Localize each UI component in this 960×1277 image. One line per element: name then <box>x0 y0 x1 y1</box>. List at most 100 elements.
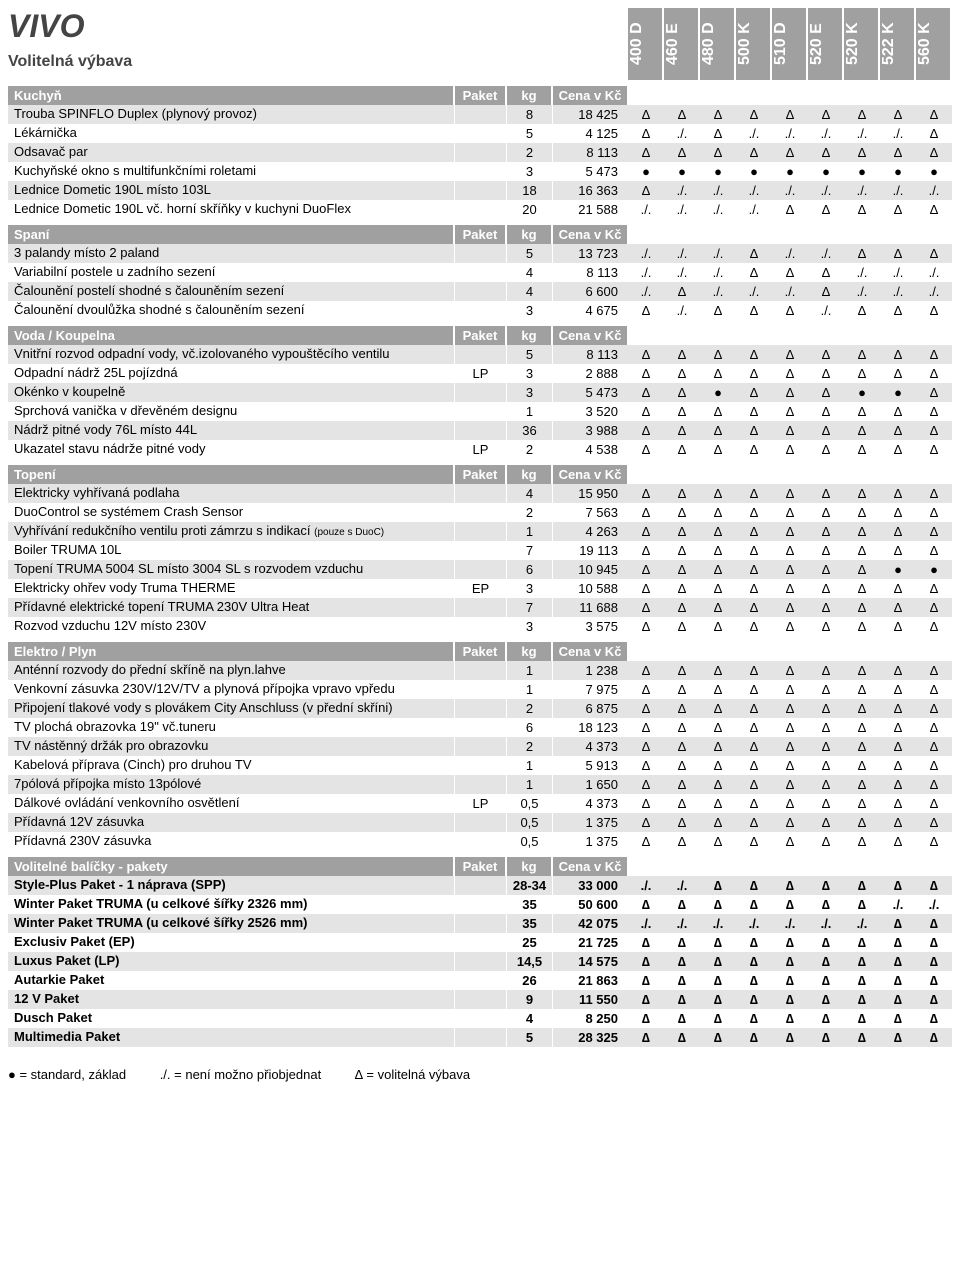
row-mark: ./. <box>844 263 880 282</box>
row-mark: ∆ <box>628 895 664 914</box>
row-mark: ● <box>880 162 916 181</box>
row-mark: ∆ <box>808 775 844 794</box>
col-m-head <box>736 326 772 345</box>
row-mark: ∆ <box>736 832 772 851</box>
table-row: Odpadní nádrž 25L pojízdná LP 3 2 888∆∆∆… <box>8 364 952 383</box>
row-kg: 7 <box>506 541 552 560</box>
row-mark: ∆ <box>772 661 808 680</box>
row-mark: ∆ <box>664 775 700 794</box>
row-paket <box>454 680 506 699</box>
row-mark: ∆ <box>808 617 844 636</box>
row-paket <box>454 301 506 320</box>
row-mark: ∆ <box>880 933 916 952</box>
table-row: DuoControl se systémem Crash Sensor 2 7 … <box>8 503 952 522</box>
row-mark: ∆ <box>628 952 664 971</box>
row-mark: ∆ <box>880 914 916 933</box>
row-mark: ∆ <box>700 699 736 718</box>
row-mark: ∆ <box>916 933 952 952</box>
row-mark: ∆ <box>808 680 844 699</box>
row-name: Dálkové ovládání venkovního osvětlení <box>8 794 454 813</box>
row-paket <box>454 990 506 1009</box>
model-col: 520 E <box>808 8 844 80</box>
row-mark: ∆ <box>844 301 880 320</box>
row-price: 4 675 <box>552 301 628 320</box>
col-m-head <box>700 225 736 244</box>
row-kg: 36 <box>506 421 552 440</box>
table-row: Dálkové ovládání venkovního osvětlení LP… <box>8 794 952 813</box>
table-row: Vnitřní rozvod odpadní vody, vč.izolovan… <box>8 345 952 364</box>
row-price: 4 263 <box>552 522 628 541</box>
col-m-head <box>916 326 952 345</box>
row-mark: ./. <box>736 282 772 301</box>
section-head: Topení Paket kg Cena v Kč <box>8 465 952 484</box>
col-paket-head: Paket <box>454 326 506 345</box>
row-paket <box>454 143 506 162</box>
page-title: VIVO <box>8 8 628 45</box>
row-mark: ∆ <box>700 484 736 503</box>
row-mark: ∆ <box>880 244 916 263</box>
row-mark: ∆ <box>700 440 736 459</box>
row-paket <box>454 345 506 364</box>
row-mark: ∆ <box>844 699 880 718</box>
row-mark: ∆ <box>844 364 880 383</box>
row-price: 5 913 <box>552 756 628 775</box>
section-head: Volitelné balíčky - pakety Paket kg Cena… <box>8 857 952 876</box>
row-mark: ∆ <box>808 737 844 756</box>
row-mark: ∆ <box>736 560 772 579</box>
row-mark: ∆ <box>736 522 772 541</box>
row-name: Boiler TRUMA 10L <box>8 541 454 560</box>
row-mark: ∆ <box>664 402 700 421</box>
row-name: Odsavač par <box>8 143 454 162</box>
row-name: Čalounění dvoulůžka shodné s čalouněním … <box>8 301 454 320</box>
table-row: Připojení tlakové vody s plovákem City A… <box>8 699 952 718</box>
row-mark: ∆ <box>880 421 916 440</box>
table-row: Trouba SPINFLO Duplex (plynový provoz) 8… <box>8 105 952 124</box>
section-head: Kuchyň Paket kg Cena v Kč <box>8 86 952 105</box>
row-paket <box>454 598 506 617</box>
row-mark: ∆ <box>628 661 664 680</box>
row-mark: ∆ <box>808 364 844 383</box>
row-mark: ./. <box>844 914 880 933</box>
row-mark: ∆ <box>736 971 772 990</box>
row-mark: ∆ <box>772 737 808 756</box>
row-mark: ∆ <box>628 402 664 421</box>
row-mark: ∆ <box>700 345 736 364</box>
row-mark: ● <box>700 383 736 402</box>
section: Kuchyň Paket kg Cena v KčTrouba SPINFLO … <box>8 86 952 219</box>
row-mark: ∆ <box>700 737 736 756</box>
row-mark: ∆ <box>880 1028 916 1047</box>
section-name: Kuchyň <box>8 86 454 105</box>
row-mark: ∆ <box>628 301 664 320</box>
sections-container: Kuchyň Paket kg Cena v KčTrouba SPINFLO … <box>8 86 952 1047</box>
row-mark: ∆ <box>916 756 952 775</box>
row-paket <box>454 383 506 402</box>
row-mark: ∆ <box>700 952 736 971</box>
row-mark: ∆ <box>700 503 736 522</box>
col-price-head: Cena v Kč <box>552 857 628 876</box>
row-mark: ∆ <box>916 143 952 162</box>
row-mark: ./. <box>628 200 664 219</box>
row-kg: 6 <box>506 718 552 737</box>
row-mark: ∆ <box>700 1028 736 1047</box>
row-mark: ∆ <box>880 876 916 895</box>
row-price: 1 375 <box>552 813 628 832</box>
row-mark: ∆ <box>808 971 844 990</box>
row-mark: ∆ <box>772 440 808 459</box>
row-mark: ./. <box>700 282 736 301</box>
row-kg: 8 <box>506 105 552 124</box>
row-mark: ∆ <box>808 933 844 952</box>
row-mark: ∆ <box>772 301 808 320</box>
row-mark: ∆ <box>628 383 664 402</box>
col-m-head <box>772 642 808 661</box>
row-paket <box>454 756 506 775</box>
row-mark: ∆ <box>628 794 664 813</box>
row-mark: ∆ <box>700 617 736 636</box>
row-mark: ∆ <box>664 579 700 598</box>
row-mark: ∆ <box>628 579 664 598</box>
row-mark: ∆ <box>664 364 700 383</box>
row-mark: ∆ <box>844 200 880 219</box>
col-m-head <box>700 86 736 105</box>
model-col: 480 D <box>700 8 736 80</box>
table-row: Okénko v koupelně 3 5 473∆∆●∆∆∆●●∆ <box>8 383 952 402</box>
row-mark: ∆ <box>736 933 772 952</box>
